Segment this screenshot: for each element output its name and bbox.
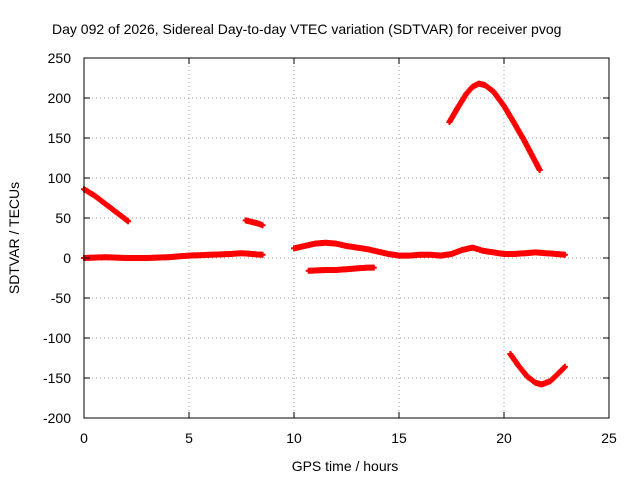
data-points — [81, 80, 568, 388]
y-tick-label: 50 — [55, 210, 71, 226]
y-tick-label: 100 — [48, 170, 72, 186]
data-point — [370, 264, 377, 271]
data-point — [259, 222, 266, 229]
data-point — [561, 251, 568, 258]
data-point — [536, 167, 543, 173]
x-tick-label: 5 — [185, 430, 193, 446]
chart-title: Day 092 of 2026, Sidereal Day-to-day VTE… — [52, 21, 561, 37]
y-tick-label: -150 — [43, 370, 71, 386]
plot-frame — [83, 57, 610, 419]
x-tick-label: 0 — [80, 430, 88, 446]
y-tick-label: -100 — [43, 330, 71, 346]
x-tick-label: 25 — [601, 430, 617, 446]
y-tick-label: 250 — [48, 50, 72, 66]
data-point — [561, 363, 568, 370]
data-point — [125, 218, 132, 225]
x-tick-label: 10 — [286, 430, 302, 446]
x-tick-label: 20 — [496, 430, 512, 446]
y-axis-label: SDTVAR / TECUs — [6, 182, 22, 294]
x-axis-label: GPS time / hours — [292, 458, 399, 474]
y-tick-label: 0 — [63, 250, 71, 266]
y-tick-label: -50 — [51, 290, 71, 306]
grid — [84, 58, 609, 418]
y-tick-label: 200 — [48, 90, 72, 106]
data-point — [259, 251, 266, 258]
y-tick-label: -200 — [43, 410, 71, 426]
axis-ticks: 0 5 10 15 20 25 -200 -150 -100 -50 0 50 100 150 200 250 — [43, 50, 617, 446]
x-tick-label: 15 — [391, 430, 407, 446]
y-tick-label: 150 — [48, 130, 72, 146]
